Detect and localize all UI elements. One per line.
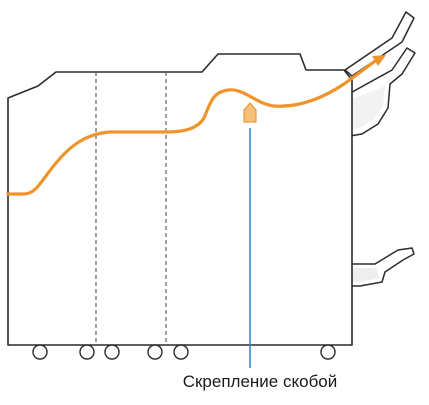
finisher-body: [7, 53, 353, 346]
lower-output-tray: [344, 247, 415, 287]
wheel: [320, 344, 336, 360]
top-tray: [344, 11, 415, 77]
tray-shade: [350, 86, 385, 130]
wheels: [32, 344, 336, 360]
module-dividers: [95, 72, 167, 345]
wheel: [147, 344, 163, 360]
wheel: [79, 344, 95, 360]
upper-output-trays: [344, 11, 416, 137]
wheel: [32, 344, 48, 360]
staple-position-icon: [243, 102, 257, 123]
paper-exit-arrow-icon: [372, 55, 386, 66]
staple-caption: Скрепление скобой: [182, 372, 338, 391]
wheel: [104, 344, 120, 360]
wheel: [173, 344, 189, 360]
paper-path: [6, 60, 376, 196]
